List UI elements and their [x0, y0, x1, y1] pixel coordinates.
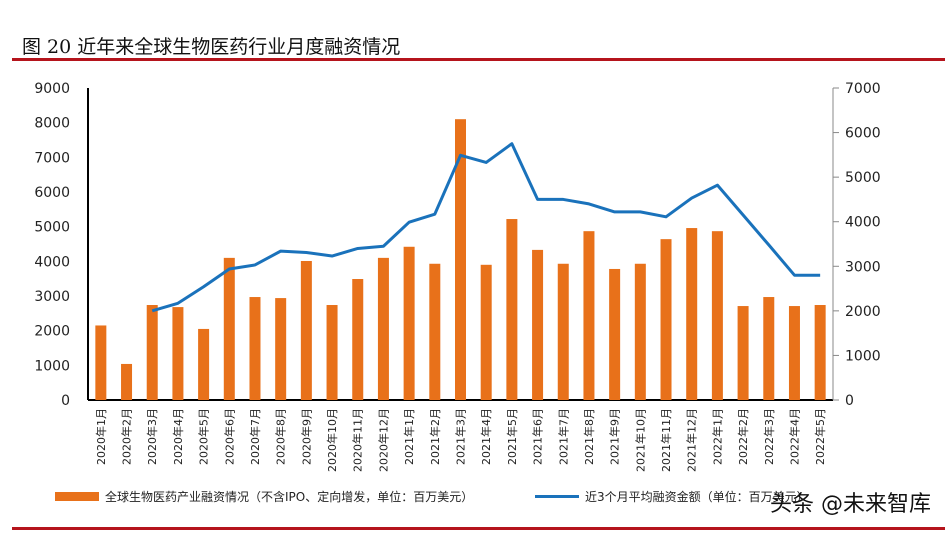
x-tick-label: 2020年9月 [299, 408, 313, 465]
x-tick-label: 2021年5月 [505, 408, 519, 465]
bar [172, 307, 184, 400]
x-tick-label: 2021年3月 [454, 408, 468, 465]
x-tick-label: 2020年3月 [145, 408, 159, 465]
right-tick-label: 3000 [845, 259, 881, 275]
x-tick-label: 2021年11月 [659, 408, 673, 472]
top-rule [12, 58, 945, 61]
right-tick-label: 4000 [845, 215, 881, 231]
x-tick-label: 2021年2月 [428, 408, 442, 465]
left-tick-label: 0 [61, 393, 70, 409]
x-tick-label: 2021年8月 [582, 408, 596, 465]
x-tick-label: 2020年2月 [120, 408, 134, 465]
bar [223, 257, 235, 400]
bar [480, 264, 492, 400]
bar [403, 246, 415, 400]
x-tick-label: 2021年12月 [685, 408, 699, 472]
right-tick-label: 5000 [845, 170, 881, 186]
chart-title: 图 20 近年来全球生物医药行业月度融资情况 [22, 36, 401, 58]
bar [737, 306, 749, 400]
bar [788, 306, 800, 400]
legend-item-bars: 全球生物医药产业融资情况（不含IPO、定向增发，单位：百万美元） [55, 488, 473, 505]
bar [377, 257, 389, 400]
bar [198, 328, 210, 400]
bar [660, 239, 672, 400]
left-tick-label: 8000 [34, 116, 70, 132]
x-tick-label: 2022年5月 [813, 408, 827, 465]
x-tick-label: 2022年4月 [787, 408, 801, 465]
bar [455, 119, 466, 400]
left-tick-label: 4000 [34, 254, 70, 270]
x-tick-label: 2021年4月 [479, 408, 493, 465]
left-tick-label: 9000 [34, 81, 70, 97]
x-tick-label: 2020年10月 [325, 408, 339, 472]
x-tick-label: 2020年11月 [351, 408, 365, 472]
bar [814, 305, 826, 400]
bar [121, 363, 133, 400]
bar [300, 260, 312, 400]
left-tick-label: 5000 [34, 220, 70, 236]
bar [557, 263, 569, 400]
right-tick-label: 1000 [845, 348, 881, 364]
x-tick-label: 2020年8月 [274, 408, 288, 465]
legend-label-line: 近3个月平均融资金额（单位：百万美元） [585, 490, 809, 504]
bar [609, 268, 621, 400]
x-tick-label: 2020年6月 [222, 408, 236, 465]
bar [95, 325, 107, 400]
left-tick-label: 6000 [34, 185, 70, 201]
x-tick-label: 2022年1月 [710, 408, 724, 465]
bar [583, 231, 595, 400]
x-tick-label: 2021年1月 [402, 408, 416, 465]
bar [532, 249, 544, 400]
x-tick-label: 2020年5月 [197, 408, 211, 465]
right-tick-label: 6000 [845, 126, 881, 142]
legend-label-bars: 全球生物医药产业融资情况（不含IPO、定向增发，单位：百万美元） [105, 490, 474, 504]
bottom-rule [12, 527, 945, 530]
x-tick-label: 2021年10月 [633, 408, 647, 472]
bar [634, 263, 646, 400]
bar [146, 305, 158, 400]
bar [352, 279, 364, 400]
x-tick-label: 2022年2月 [736, 408, 750, 465]
bar [249, 297, 261, 400]
bar [506, 219, 518, 400]
left-tick-label: 3000 [34, 289, 70, 305]
left-tick-label: 7000 [34, 150, 70, 166]
x-tick-label: 2021年6月 [531, 408, 545, 465]
bar [763, 297, 775, 400]
left-tick-label: 1000 [34, 358, 70, 374]
legend-swatch-line [535, 495, 579, 498]
x-tick-label: 2020年4月 [171, 408, 185, 465]
bar [686, 228, 698, 400]
x-tick-label: 2021年7月 [556, 408, 570, 465]
bar [711, 231, 723, 400]
x-tick-label: 2020年1月 [94, 408, 108, 465]
x-tick-label: 2021年9月 [608, 408, 622, 465]
bar [275, 298, 287, 400]
watermark: 头条 @未来智库 [770, 492, 931, 517]
legend-item-line: 近3个月平均融资金额（单位：百万美元） [535, 488, 809, 505]
x-tick-label: 2022年3月 [762, 408, 776, 465]
right-tick-label: 0 [845, 393, 854, 409]
x-tick-label: 2020年7月 [248, 408, 262, 465]
x-tick-label: 2020年12月 [376, 408, 390, 472]
left-tick-label: 2000 [34, 324, 70, 340]
bar [326, 305, 338, 400]
right-tick-label: 7000 [845, 81, 881, 97]
legend-swatch-bar [55, 492, 99, 501]
right-tick-label: 2000 [845, 304, 881, 320]
bar [429, 263, 441, 400]
